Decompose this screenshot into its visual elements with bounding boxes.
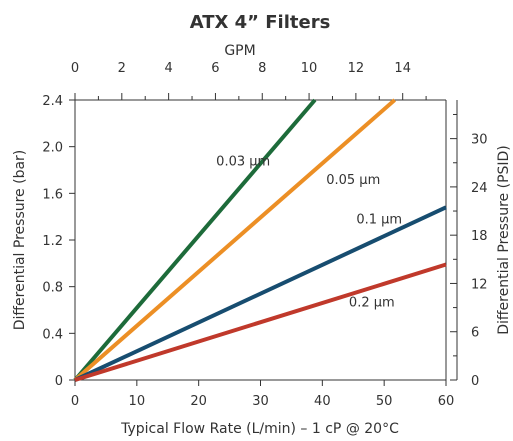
x-tick-label: 20 (190, 394, 207, 409)
y-tick-label: 2.4 (42, 94, 63, 109)
x-tick-label: 50 (376, 394, 393, 409)
x-tick-label: 40 (314, 394, 331, 409)
y-tick-label: 1.6 (42, 187, 63, 202)
series-label-1: 0.05 µm (326, 173, 380, 188)
series-line-0 (73, 98, 317, 382)
x2-tick-label: 4 (164, 61, 172, 76)
x2-tick-label: 12 (348, 61, 365, 76)
x-axis-title: Typical Flow Rate (L/min) – 1 cP @ 20°C (120, 421, 399, 437)
y2-tick-label: 6 (471, 326, 479, 341)
series-label-0: 0.03 µm (216, 154, 270, 169)
chart-title: ATX 4” Filters (190, 12, 331, 33)
x2-axis-title: GPM (224, 43, 255, 59)
y-tick-label: 0.4 (42, 327, 63, 342)
x-tick-label: 60 (438, 394, 455, 409)
x-tick-label: 0 (71, 394, 79, 409)
x2-tick-label: 2 (118, 61, 126, 76)
series-line-2 (74, 205, 447, 382)
y2-tick-label: 30 (471, 133, 488, 148)
x-tick-label: 30 (252, 394, 269, 409)
x-tick-label: 10 (129, 394, 146, 409)
x2-tick-label: 8 (258, 61, 266, 76)
x2-tick-label: 0 (71, 61, 79, 76)
y-axis-title: Differential Pressure (bar) (12, 150, 28, 331)
y-tick-label: 1.2 (42, 234, 63, 249)
y2-axis-title: Differential Pressure (PSID) (496, 145, 512, 335)
y2-tick-label: 18 (471, 229, 488, 244)
y2-tick-label: 12 (471, 277, 488, 292)
series-lines (73, 98, 447, 382)
y2-tick-label: 0 (471, 374, 479, 389)
series-line-1 (73, 98, 396, 382)
x2-tick-label: 6 (211, 61, 219, 76)
y-tick-label: 0.8 (42, 281, 63, 296)
y2-tick-label: 24 (471, 181, 488, 196)
series-label-2: 0.1 µm (356, 213, 402, 228)
series-label-3: 0.2 µm (349, 296, 395, 311)
series-line-3 (74, 262, 447, 382)
y-tick-label: 0 (55, 374, 63, 389)
x2-tick-label: 14 (394, 61, 411, 76)
series-labels: 0.03 µm 0.05 µm 0.1 µm 0.2 µm (216, 154, 402, 310)
x2-tick-label: 10 (301, 61, 318, 76)
y-tick-label: 2.0 (42, 141, 63, 156)
